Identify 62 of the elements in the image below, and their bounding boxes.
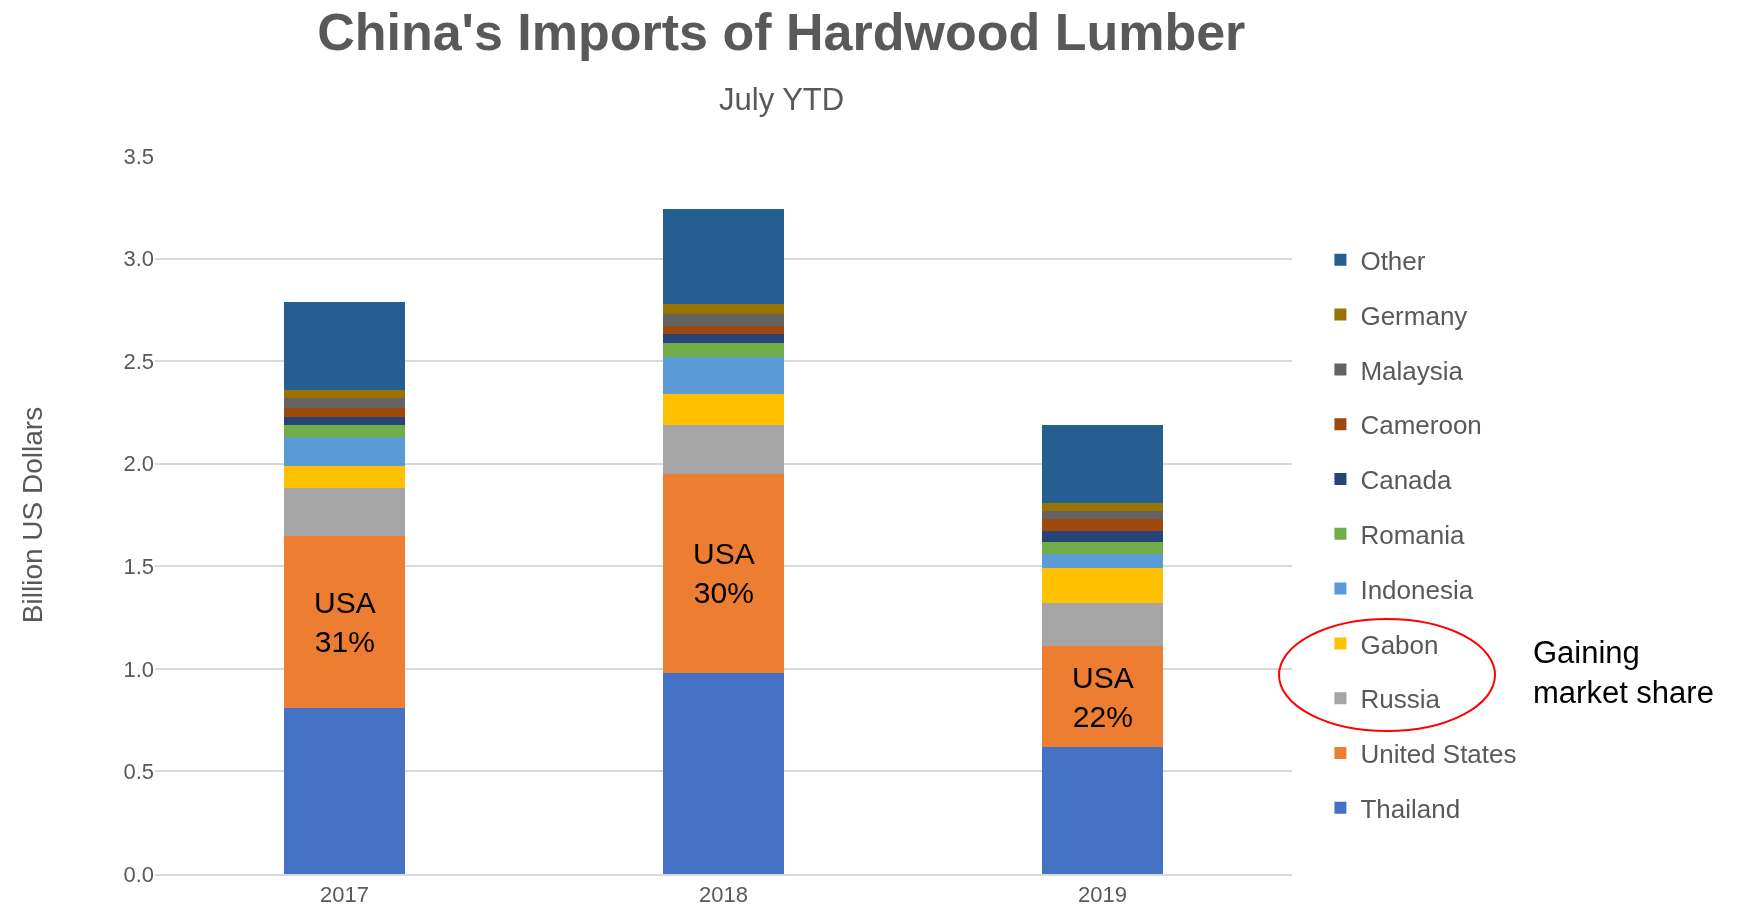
y-tick-label: 2.0 bbox=[123, 451, 154, 477]
bar bbox=[283, 488, 406, 536]
annotation: USA 31% bbox=[314, 586, 376, 658]
y-axis-title: Billion US Dollars bbox=[17, 406, 49, 624]
chart-title: China's Imports of Hardwood Lumber bbox=[317, 3, 1246, 62]
legend-label: Canada bbox=[1360, 465, 1453, 496]
bar bbox=[662, 357, 785, 394]
bar bbox=[1041, 568, 1164, 604]
bar bbox=[283, 398, 406, 409]
bar bbox=[1041, 746, 1164, 874]
legend-label: Other bbox=[1360, 245, 1426, 276]
y-tick-label: 2.5 bbox=[123, 348, 154, 374]
legend-label: United States bbox=[1360, 739, 1517, 770]
legend-label: Thailand bbox=[1360, 793, 1461, 824]
legend-label: Gabon bbox=[1360, 629, 1439, 660]
bar bbox=[283, 465, 406, 489]
y-tick-label: 3.0 bbox=[123, 246, 154, 272]
bar bbox=[1041, 553, 1164, 569]
bar bbox=[662, 342, 785, 358]
bar bbox=[1041, 519, 1164, 532]
x-tick-label: 2018 bbox=[699, 882, 748, 908]
bar bbox=[1041, 646, 1164, 747]
legend-label: Russia bbox=[1360, 684, 1441, 715]
bar bbox=[662, 473, 785, 673]
bar bbox=[1041, 424, 1164, 503]
legend-label: Malaysia bbox=[1360, 355, 1464, 386]
legend-label: Germany bbox=[1360, 300, 1468, 331]
bar bbox=[662, 303, 785, 314]
bar bbox=[662, 209, 785, 304]
y-tick-label: 0.0 bbox=[123, 861, 154, 887]
text: Gaining market share bbox=[1533, 635, 1714, 711]
bar bbox=[1041, 502, 1164, 511]
y-tick-label: 1.0 bbox=[123, 656, 154, 682]
annotation: USA 30% bbox=[693, 537, 755, 609]
bar bbox=[662, 672, 785, 874]
bar bbox=[283, 389, 406, 399]
bar bbox=[662, 313, 785, 327]
legend-label: Cameroon bbox=[1360, 410, 1482, 441]
bar bbox=[662, 424, 785, 474]
bar bbox=[283, 408, 406, 417]
y-tick-label: 0.5 bbox=[123, 759, 154, 785]
y-tick-label: 3.5 bbox=[123, 143, 154, 169]
bar bbox=[1041, 531, 1164, 542]
bar bbox=[283, 301, 406, 390]
y-tick-label: 1.5 bbox=[123, 553, 154, 579]
legend-label: Indonesia bbox=[1360, 574, 1474, 605]
bar bbox=[662, 334, 785, 343]
bar bbox=[1041, 510, 1164, 520]
bar bbox=[662, 326, 785, 335]
x-tick-label: 2017 bbox=[320, 882, 369, 908]
bar bbox=[283, 416, 406, 425]
bar bbox=[283, 535, 406, 708]
bar bbox=[283, 707, 406, 874]
bar bbox=[662, 393, 785, 425]
bar bbox=[1041, 541, 1164, 554]
chart-subtitle: July YTD bbox=[719, 82, 845, 117]
bar bbox=[283, 424, 406, 438]
x-tick-label: 2019 bbox=[1078, 882, 1127, 908]
bar bbox=[1041, 603, 1164, 647]
annotation: USA 22% bbox=[1072, 661, 1134, 733]
bar bbox=[283, 437, 406, 466]
legend-label: Romania bbox=[1360, 519, 1466, 550]
